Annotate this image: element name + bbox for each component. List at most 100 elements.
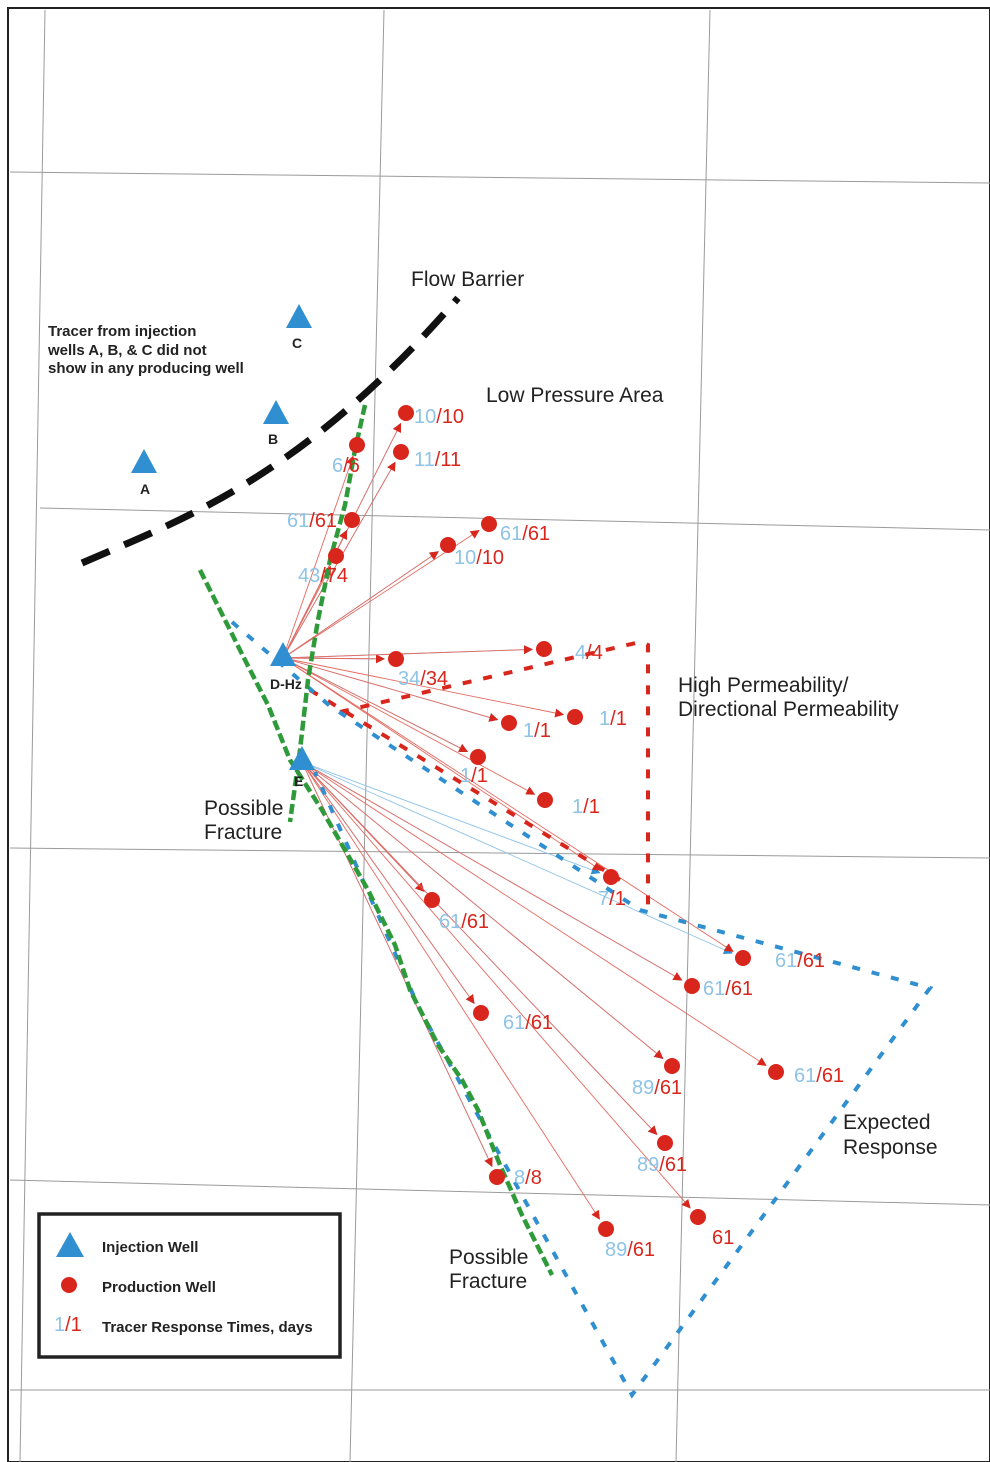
tracer-time-23: 61 [712,1227,734,1249]
injection-well-a: A [131,449,157,497]
injection-well-e: E [289,746,315,789]
production-well-5 [440,537,456,553]
production-well-11 [470,749,486,765]
svg-text:Possible: Possible [449,1246,528,1269]
flow-barrier-line [80,295,461,567]
flow-line-23 [282,654,385,664]
svg-text:Possible: Possible [204,797,283,820]
tracer-time-22: 89/61 [605,1239,655,1261]
possible-fracture-label-1: Possible Fracture [204,797,283,844]
production-well-4 [481,516,497,532]
legend: Injection Well Production Well 1/1 Trace… [37,1212,342,1359]
production-wells [328,405,784,1237]
flow-line-25 [282,657,565,718]
legend-injection-label: Injection Well [102,1239,198,1256]
production-well-21 [489,1169,505,1185]
tracer-time-13: 7/1 [598,888,626,910]
grid [9,9,990,1462]
tracer-time-12: 1/1 [572,796,600,818]
injection-well-d-hz: D-Hz [270,642,302,692]
svg-text:Response: Response [843,1136,938,1159]
possible-fracture-lines [197,404,555,1277]
tracer-time-6: 43/74 [298,565,348,587]
tracer-time-11: 1/1 [460,765,488,787]
production-well-19 [664,1058,680,1074]
tracer-time-3: 61/61 [287,510,337,532]
tracer-time-19: 89/61 [632,1077,682,1099]
production-well-12 [537,792,553,808]
tracer-time-9: 1/1 [599,708,627,730]
production-well-2 [349,437,365,453]
svg-text:show in any producing well: show in any producing well [48,360,244,377]
injection-well-b: B [263,400,289,447]
production-well-3 [344,512,360,528]
tracer-flow-lines [282,422,767,1220]
injection-well-b-label: B [268,431,278,447]
tracer-time-17: 61/61 [503,1012,553,1034]
tracer-time-16: 61/61 [703,978,753,1000]
production-well-0 [398,405,414,421]
flow-line-15 [301,761,601,875]
flow-line-30 [282,657,734,952]
flow-line-36 [301,761,493,1167]
svg-text:wells A, B, & C did not: wells A, B, & C did not [47,342,207,359]
map-frame [7,7,990,1462]
svg-text:Fracture: Fracture [449,1270,527,1293]
flow-line-18 [282,455,355,659]
flow-barrier-label: Flow Barrier [411,268,524,291]
flow-line-22 [282,565,331,659]
tracer-time-14: 61/61 [439,911,489,933]
production-well-17 [473,1005,489,1021]
production-well-7 [388,651,404,667]
tracer-time-1: 11/11 [414,449,461,471]
flow-line-21 [282,551,439,659]
flow-line-34 [301,761,664,1059]
tracer-time-21: 8/8 [514,1167,542,1189]
tracer-time-20: 89/61 [637,1154,687,1176]
flow-line-39 [301,761,767,1066]
flow-line-26 [282,657,499,722]
tracer-time-7: 34/34 [398,668,448,690]
legend-box [37,1212,342,1359]
flow-line-33 [301,761,475,1004]
legend-production-label: Production Well [102,1279,216,1296]
flow-line-37 [301,761,600,1220]
production-well-16 [684,978,700,994]
injection-well-c-label: C [292,335,302,351]
tracer-time-10: 1/1 [523,720,551,742]
production-well-8 [536,641,552,657]
flow-line-28 [282,657,536,795]
tracer-time-15: 61/61 [775,950,825,972]
tracer-time-2: 6/6 [332,455,360,477]
tracer-time-18: 61/61 [794,1065,844,1087]
tracer-time-4: 61/61 [500,523,550,545]
flow-line-27 [282,657,469,752]
production-well-22 [598,1221,614,1237]
production-well-18 [768,1064,784,1080]
svg-text:Directional Permeability: Directional Permeability [678,698,899,721]
injection-well-d-hz-label: D-Hz [270,676,302,692]
svg-text:Fracture: Fracture [204,821,282,844]
tracer-time-0: 10/10 [414,406,464,428]
production-well-13 [603,869,619,885]
tracer-response-times: 10/10 11/11 6/6 61/61 61/61 10/10 43/74 … [287,406,844,1261]
production-well-15 [735,950,751,966]
legend-tracer-label: Tracer Response Times, days [102,1319,313,1336]
expected-response-label: Expected Response [843,1111,938,1159]
legend-injection-icon [56,1232,84,1257]
tracer-time-5: 10/10 [454,547,504,569]
svg-text:Expected: Expected [843,1111,931,1134]
high-permeability-outline [308,639,650,905]
production-well-9 [567,709,583,725]
production-well-6 [328,548,344,564]
production-well-1 [393,444,409,460]
legend-production-icon [61,1277,77,1293]
low-pressure-area-label: Low Pressure Area [486,384,664,407]
svg-text:Tracer from injection: Tracer from injection [48,323,196,340]
injection-well-e-label: E [294,773,303,789]
flow-line-32 [301,761,683,981]
possible-fracture-label-2: Possible Fracture [449,1246,528,1293]
tracer-time-8: 4/4 [575,642,603,664]
injection-well-a-label: A [140,481,150,497]
injection-well-c: C [286,304,312,351]
